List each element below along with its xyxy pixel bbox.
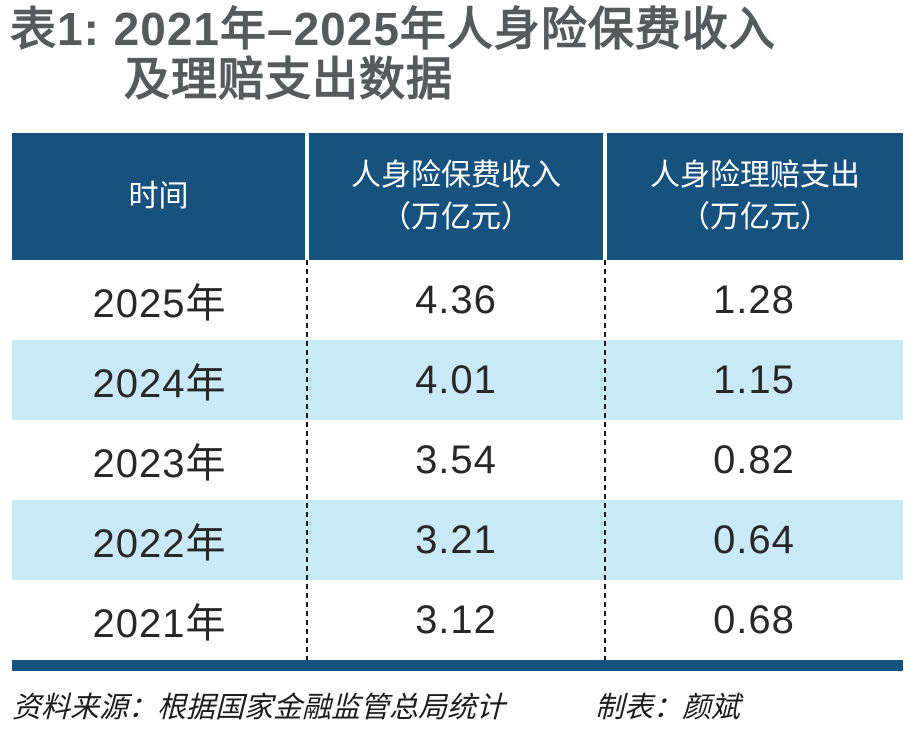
column-divider-dotted-2: [604, 260, 606, 660]
table-bottom-rule: [12, 660, 903, 671]
cell-year: 2024年: [92, 362, 227, 406]
cell-year: 2022年: [92, 522, 227, 566]
column-divider-dotted-1: [306, 260, 308, 660]
table-row-2024: 2024年 4.01 1.15: [12, 340, 903, 420]
credit-note: 制表：颜斌: [595, 692, 741, 724]
table-body: 2025年 4.36 1.28 2024年 4.01 1.15 2023年 3.…: [12, 260, 903, 660]
column-header-claims: 人身险理赔支出 （万亿元）: [607, 133, 903, 260]
cell-claims: 1.15: [713, 357, 795, 402]
table-row-2022: 2022年 3.21 0.64: [12, 500, 903, 580]
cell-year: 2023年: [92, 442, 227, 486]
cell-claims: 0.64: [713, 517, 795, 562]
page-title: 表1: 2021年–2025年人身险保费收入 及理赔支出数据: [10, 4, 776, 104]
data-table: 时间 人身险保费收入 （万亿元） 人身险理赔支出 （万亿元） 2025年 4.3…: [12, 133, 903, 671]
source-note: 资料来源：根据国家金融监管总局统计: [12, 692, 506, 724]
cell-year: 2025年: [92, 282, 227, 326]
cell-year: 2021年: [92, 602, 227, 646]
cell-premium: 3.54: [415, 437, 497, 482]
cell-claims: 1.28: [713, 277, 795, 322]
column-header-premium-line1: 人身险保费收入: [351, 158, 561, 192]
cell-premium: 4.01: [415, 357, 497, 402]
column-header-time: 时间: [12, 133, 305, 260]
table-header-row: 时间 人身险保费收入 （万亿元） 人身险理赔支出 （万亿元）: [12, 133, 903, 260]
table-row-2023: 2023年 3.54 0.82: [12, 420, 903, 500]
table-row-2021: 2021年 3.12 0.68: [12, 580, 903, 660]
cell-premium: 3.21: [415, 517, 497, 562]
column-header-claims-line1: 人身险理赔支出: [650, 158, 860, 192]
title-line-1: 表1: 2021年–2025年人身险保费收入: [10, 3, 776, 55]
cell-claims: 0.82: [713, 437, 795, 482]
cell-premium: 3.12: [415, 597, 497, 642]
column-header-claims-line2: （万亿元）: [680, 200, 830, 234]
column-header-premium: 人身险保费收入 （万亿元）: [309, 133, 603, 260]
footer: 资料来源：根据国家金融监管总局统计 制表：颜斌: [12, 684, 903, 726]
column-header-time-label: 时间: [128, 179, 189, 213]
cell-premium: 4.36: [415, 277, 497, 322]
table-row-2025: 2025年 4.36 1.28: [12, 260, 903, 340]
column-header-premium-line2: （万亿元）: [381, 200, 531, 234]
title-line-2: 及理赔支出数据: [124, 53, 453, 105]
cell-claims: 0.68: [713, 597, 795, 642]
